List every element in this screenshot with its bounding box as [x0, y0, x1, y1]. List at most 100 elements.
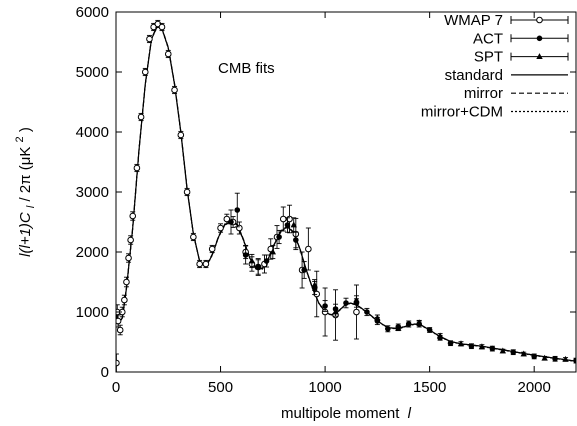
series-line-mirror-cdm: [116, 24, 576, 363]
y-axis-title: l(l+1)C l / 2π (μK 2 ): [10, 127, 38, 257]
marker-open-circle: [313, 290, 321, 298]
marker-open-circle: [125, 254, 132, 262]
legend-item-act: ACT: [473, 30, 569, 47]
data-point-act: [276, 229, 282, 245]
data-point-spt: [520, 350, 527, 357]
marker-filled-circle: [228, 219, 234, 225]
marker-open-circle: [121, 296, 128, 304]
marker-filled-triangle: [353, 296, 360, 303]
data-point-wmap-7: [158, 22, 166, 32]
legend-label: mirror: [464, 85, 503, 102]
legend-item-mirror: mirror: [464, 85, 568, 102]
legend-marker-open-circle: [536, 16, 543, 24]
data-point-wmap-7: [137, 112, 145, 122]
data-point-wmap-7: [305, 227, 312, 271]
marker-filled-circle: [234, 207, 241, 213]
data-point-act: [228, 209, 234, 235]
data-point-act: [510, 349, 517, 356]
marker-filled-circle: [573, 357, 576, 364]
data-point-act: [385, 325, 391, 333]
data-point-wmap-7: [150, 22, 157, 32]
marker-open-circle: [146, 35, 153, 43]
data-point-wmap-7: [353, 284, 360, 340]
marker-filled-circle: [426, 327, 433, 333]
marker-filled-circle: [301, 267, 307, 273]
marker-filled-circle: [468, 343, 475, 350]
data-point-wmap-7: [129, 211, 137, 221]
legend-label: ACT: [473, 30, 503, 47]
marker-filled-triangle: [436, 332, 444, 339]
data-point-act: [426, 327, 433, 333]
marker-open-circle: [208, 245, 216, 253]
data-point-wmap-7: [208, 244, 216, 254]
data-point-wmap-7: [146, 34, 153, 44]
y-axis-title-sup: 2: [14, 136, 26, 142]
marker-filled-triangle: [395, 324, 402, 331]
marker-open-circle: [133, 164, 141, 172]
x-axis-title-symbol: l: [408, 405, 412, 422]
data-point-spt: [269, 244, 277, 260]
data-point-act: [263, 254, 270, 268]
marker-filled-circle: [364, 309, 370, 315]
legend-marker-filled-triangle: [536, 53, 543, 59]
x-axis-title-text: multipole moment: [281, 405, 400, 422]
data-point-spt: [290, 217, 297, 233]
marker-open-circle: [190, 233, 197, 241]
legend-item-mirror-cdm: mirror+CDM: [421, 104, 568, 121]
marker-filled-circle: [322, 303, 328, 309]
data-point-act: [468, 343, 475, 350]
marker-filled-triangle: [248, 257, 256, 264]
marker-filled-circle: [276, 234, 282, 240]
y-tick-label: 6000: [76, 4, 109, 21]
legend-label: mirror+CDM: [421, 104, 503, 121]
marker-open-circle: [171, 86, 178, 94]
y-axis-title-main: l(l+1)C: [17, 212, 34, 257]
legend-label: SPT: [474, 49, 503, 66]
marker-open-circle: [116, 317, 122, 325]
marker-open-circle: [353, 308, 360, 316]
data-point-wmap-7: [313, 270, 321, 318]
x-tick-label: 1500: [413, 379, 446, 396]
data-point-wmap-7: [196, 259, 203, 269]
data-point-act: [364, 307, 370, 317]
data-point-wmap-7: [202, 259, 210, 269]
data-point-wmap-7: [223, 213, 231, 225]
marker-filled-triangle: [478, 343, 486, 350]
x-axis-title: multipole moment l: [281, 405, 412, 422]
errorbars-layer: [116, 19, 576, 372]
marker-filled-triangle: [415, 319, 423, 326]
data-point-wmap-7: [118, 306, 126, 318]
y-axis-title-close: ): [17, 127, 34, 132]
data-point-wmap-7: [183, 187, 191, 197]
y-tick-label: 3000: [76, 184, 109, 201]
marker-open-circle: [158, 23, 166, 31]
marker-open-circle: [123, 278, 130, 286]
data-point-wmap-7: [164, 49, 172, 59]
marker-open-circle: [141, 68, 149, 76]
marker-filled-triangle: [499, 347, 507, 354]
marker-filled-triangle: [541, 354, 548, 361]
marker-filled-triangle: [290, 221, 297, 228]
data-point-wmap-7: [116, 324, 124, 336]
marker-open-circle: [217, 224, 224, 232]
marker-open-circle: [129, 212, 137, 220]
y-tick-label: 5000: [76, 64, 109, 81]
data-point-wmap-7: [127, 235, 134, 245]
data-point-act: [284, 217, 291, 233]
legend-item-standard: standard: [445, 67, 568, 84]
data-point-wmap-7: [286, 204, 293, 234]
data-point-act: [531, 353, 537, 360]
marker-open-circle: [116, 326, 124, 334]
data-point-act: [322, 300, 328, 312]
x-tick-label: 2000: [517, 379, 550, 396]
marker-filled-circle: [284, 222, 291, 228]
marker-open-circle: [177, 131, 185, 139]
ticks-layer: 0 500 1000 1500 2000 0 1000 2000 3000 4000 5000 600…: [76, 4, 576, 396]
data-point-act: [242, 245, 249, 265]
data-point-wmap-7: [321, 287, 329, 337]
data-point-act: [301, 261, 307, 279]
data-point-act: [573, 357, 576, 364]
legend-marker-filled-circle: [536, 35, 543, 42]
marker-open-circle: [127, 236, 134, 244]
marker-open-circle: [137, 113, 145, 121]
